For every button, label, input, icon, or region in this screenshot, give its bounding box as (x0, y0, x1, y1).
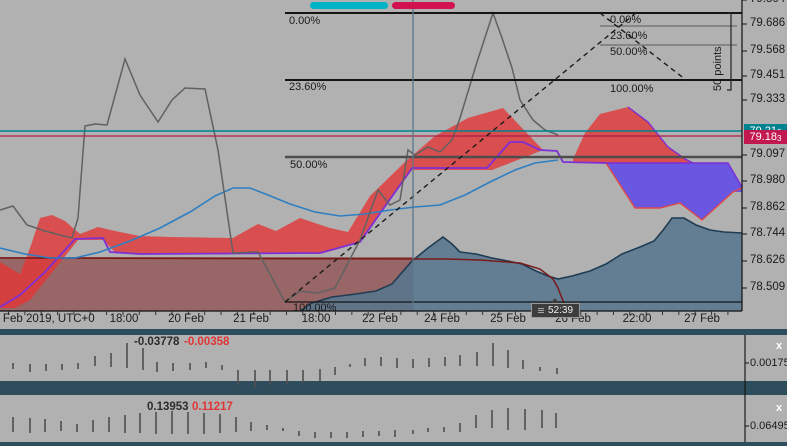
violet-cloud-bottom-edge (605, 162, 743, 221)
blue-ma-line (0, 159, 559, 259)
time-axis-label: 18:00 (109, 313, 139, 325)
price-axis-label: 78.509 (750, 281, 786, 293)
price-axis-label: 78.862 (750, 201, 786, 213)
close-indicator2-button[interactable]: x (775, 402, 783, 414)
price-axis-label: 78.626 (750, 254, 786, 266)
violet-cloud-top-edge (606, 162, 743, 188)
fib-left-label: 0.00% (289, 15, 321, 27)
crimson-price-tag-sub: 3 (777, 134, 782, 143)
time-axis-label: 18:00 (301, 313, 331, 325)
gray-price-line (0, 10, 559, 304)
separator-mid (0, 381, 787, 395)
fib-right-label: 23.60% (610, 30, 648, 42)
crimson-pill (392, 2, 455, 9)
indicator2-value-signal: 0.11217 (192, 401, 233, 413)
points-bracket (727, 12, 732, 91)
price-axis-label: 79.686 (750, 17, 786, 29)
trend-line-up-dashed (284, 11, 638, 303)
price-axis-label: 79.333 (750, 93, 786, 105)
time-axis-label: 3 Feb 2019, UTC+0 (0, 313, 95, 325)
countdown-badge: 52:39 (531, 303, 580, 318)
red-cloud-right (573, 107, 693, 163)
indicator1-value-main: -0.03778 (134, 336, 180, 348)
fib-left-label: 100.00% (293, 302, 337, 314)
red-cloud-left (0, 108, 543, 308)
time-axis-label: 22 Feb (362, 313, 398, 325)
fib-right-label: 100.00% (610, 83, 654, 95)
separator-top (0, 329, 787, 335)
price-axis-label: 79.804 (750, 0, 785, 6)
price-axis-label: 79.568 (750, 44, 786, 56)
fib-left-label: 50.00% (290, 159, 328, 171)
red-hump-purple-edge (627, 106, 694, 164)
time-axis-label: 27 Feb (684, 313, 720, 325)
slate-top-edge (299, 217, 743, 312)
time-axis-label: 21 Feb (233, 313, 269, 325)
close-indicator1-button[interactable]: x (775, 340, 783, 352)
separator-bottom (0, 442, 787, 446)
price-axis-label: 78.980 (750, 174, 786, 186)
purple-kijun-line (0, 141, 607, 308)
time-axis-label: 25 Feb (490, 313, 526, 325)
price-axis-label: 79.451 (750, 69, 786, 81)
price-axis-label: 78.744 (750, 227, 786, 239)
time-axis-label: 22:00 (622, 313, 652, 325)
countdown-time: 52:39 (547, 305, 574, 316)
crimson-price-tag-value: 79.18 (749, 131, 778, 143)
crimson-price-tag: 79.18 3 (744, 130, 787, 144)
maroon-band (0, 257, 413, 311)
trend-line-down-dashed (599, 12, 687, 81)
teal-pill (310, 2, 388, 9)
maroon-top-line (0, 257, 568, 312)
indicator1-value-signal: -0.00358 (184, 336, 230, 348)
time-axis-label: 24 Feb (424, 313, 460, 325)
fib-right-label: 0.00% (610, 14, 642, 26)
points-annotation: 50 points (712, 46, 724, 91)
price-axis-label: 79.097 (750, 148, 786, 160)
list-icon (537, 310, 544, 311)
indicator1-axis-label: 0.00175 (750, 357, 787, 369)
indicator2-value-main: 0.13953 (147, 401, 189, 413)
fib-left-label: 23.60% (289, 81, 327, 93)
violet-cloud (606, 163, 742, 220)
countdown-badge-pointer (551, 298, 559, 303)
indicator2-axis-label: 0.06495 (750, 420, 787, 432)
fib-right-label: 50.00% (610, 46, 648, 58)
time-axis-label: 20 Feb (168, 313, 204, 325)
